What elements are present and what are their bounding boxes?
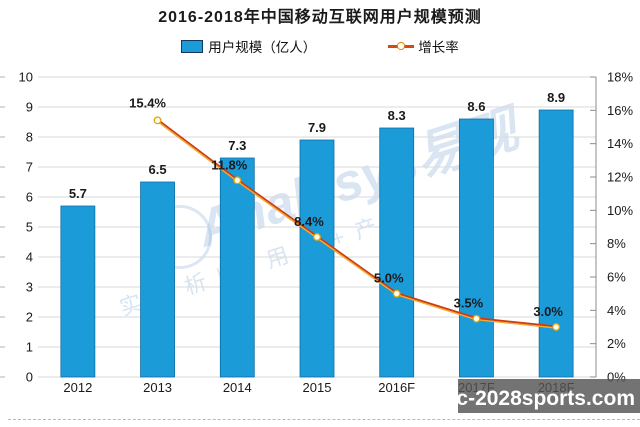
bar-value-label: 5.7	[69, 186, 87, 201]
x-axis-label: 2016F	[378, 380, 415, 395]
right-axis-tick-label: 4%	[607, 303, 626, 318]
line-series-marker-icon	[388, 41, 415, 52]
growth-line-highlight	[156, 120, 557, 329]
right-axis-tick-label: 16%	[607, 103, 633, 118]
site-stamp-text: pc-2028sports.com	[443, 387, 635, 410]
x-axis-label: 2013	[143, 380, 172, 395]
line-marker	[233, 176, 242, 185]
legend-item-growth-rate: 增长率	[388, 36, 459, 56]
left-axis-tick-label: 4	[26, 250, 33, 265]
growth-value-label: 3.5%	[454, 296, 484, 311]
bar	[60, 205, 96, 378]
chart-title: 2016-2018年中国移动互联网用户规模预测	[158, 9, 482, 26]
left-axis-tick-label: 10	[19, 70, 33, 85]
bar	[459, 118, 494, 378]
right-axis-tick-label: 6%	[607, 270, 626, 285]
bar-value-label: 8.6	[467, 99, 485, 114]
line-marker	[472, 314, 481, 323]
left-axis-tick-label: 5	[26, 220, 33, 235]
right-axis-tick-label: 10%	[607, 203, 633, 218]
legend-item-user-scale: 用户规模（亿人）	[181, 36, 316, 56]
bar-value-label: 8.9	[547, 90, 565, 105]
right-axis-tick-label: 12%	[607, 170, 633, 185]
bar-series-swatch-icon	[181, 39, 204, 53]
line-marker	[552, 323, 561, 331]
left-axis-tick-label: 3	[26, 280, 33, 295]
bar	[299, 139, 335, 378]
line-marker	[313, 233, 321, 241]
line-marker	[153, 116, 162, 125]
growth-value-label: 5.0%	[374, 271, 404, 286]
bar-value-label: 7.3	[228, 138, 246, 153]
growth-value-label: 8.4%	[294, 214, 324, 229]
growth-value-label: 11.8%	[211, 157, 248, 172]
growth-value-label: 15.4%	[129, 95, 166, 110]
bar	[538, 109, 574, 378]
growth-value-label: 3.0%	[533, 304, 563, 319]
left-axis-tick-label: 7	[26, 160, 33, 175]
left-axis-tick-label: 0	[26, 370, 33, 385]
right-axis-tick-label: 18%	[607, 70, 633, 85]
bar-value-label: 8.3	[388, 108, 406, 123]
bar-value-label: 6.5	[149, 162, 167, 177]
growth-line	[156, 118, 558, 329]
left-axis-tick-label: 2	[26, 310, 33, 325]
right-axis-tick-label: 8%	[607, 236, 626, 251]
x-axis-label: 2015	[303, 380, 332, 395]
bar	[140, 181, 175, 378]
left-axis-tick-label: 9	[26, 100, 33, 115]
bar-value-label: 7.9	[308, 120, 326, 135]
legend-bar-label: 用户规模（亿人）	[208, 40, 317, 55]
left-axis-tick-label: 8	[26, 130, 33, 145]
right-axis-tick-label: 2%	[607, 336, 626, 351]
x-axis-label: 2012	[63, 380, 92, 395]
bar	[379, 127, 415, 378]
x-axis-label: 2014	[223, 380, 252, 395]
chart-legend: 用户规模（亿人） 增长率	[0, 36, 640, 56]
line-marker	[392, 289, 401, 298]
site-stamp-overlay: pc-2028sports.com	[444, 379, 640, 413]
left-axis-tick-label: 1	[26, 340, 33, 355]
right-axis-tick-label: 14%	[607, 136, 633, 151]
bottom-dashed-divider	[8, 419, 640, 420]
bar	[219, 157, 255, 378]
left-axis-tick-label: 6	[26, 190, 33, 205]
legend-line-label: 增长率	[418, 40, 459, 55]
